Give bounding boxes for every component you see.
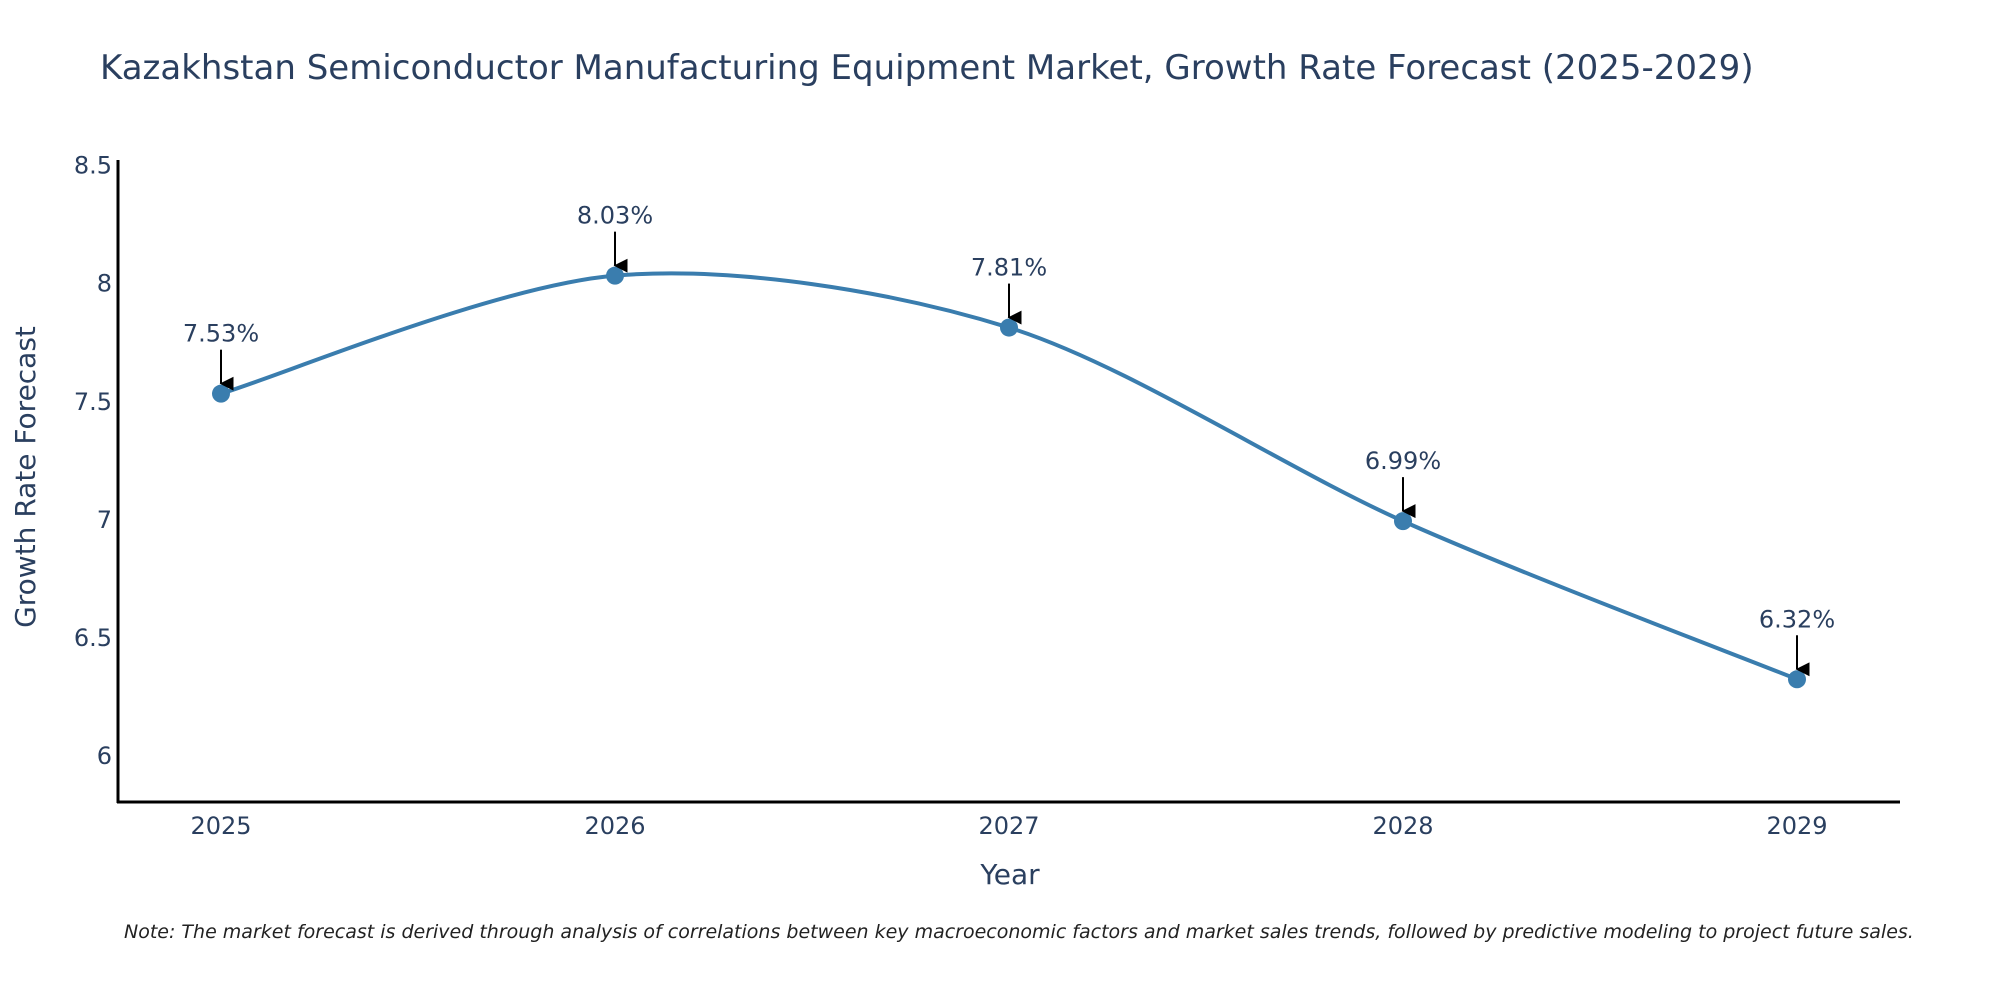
x-axis-title: Year: [979, 858, 1040, 891]
data-point-2029: [1788, 670, 1806, 689]
data-point-2025: [212, 384, 230, 403]
y-tick-label: 7: [97, 506, 112, 534]
x-tick-label: 2029: [1766, 812, 1827, 840]
y-tick-label: 7.5: [74, 388, 112, 416]
footnote: Note: The market forecast is derived thr…: [124, 921, 1914, 943]
x-tick-label: 2026: [584, 812, 645, 840]
y-tick-label: 6.5: [74, 624, 112, 652]
x-tick-label: 2027: [978, 812, 1039, 840]
x-tick-label: 2028: [1372, 812, 1433, 840]
y-tick-label: 8: [97, 270, 112, 298]
data-label-2029: 6.32%: [1759, 605, 1835, 633]
data-label-2026: 8.03%: [577, 202, 653, 230]
series-markers: [212, 266, 1806, 689]
data-point-2027: [1000, 318, 1018, 337]
data-point-2028: [1394, 512, 1412, 531]
data-point-2026: [606, 266, 624, 285]
data-label-2025: 7.53%: [183, 320, 259, 348]
y-tick-label: 6: [97, 742, 112, 770]
y-axis-ticks: 6 6.5 7 7.5 8 8.5: [74, 152, 112, 770]
chart-title: Kazakhstan Semiconductor Manufacturing E…: [100, 48, 1754, 88]
x-tick-label: 2025: [190, 812, 251, 840]
y-tick-label: 8.5: [74, 152, 112, 180]
data-label-2028: 6.99%: [1365, 447, 1441, 475]
data-label-2027: 7.81%: [971, 254, 1047, 282]
y-axis-title: Growth Rate Forecast: [9, 326, 42, 628]
x-axis-ticks: 2025 2026 2027 2028 2029: [190, 812, 1827, 840]
data-annotations: 7.53% 8.03% 7.81% 6.99% 6.32%: [183, 202, 1835, 677]
